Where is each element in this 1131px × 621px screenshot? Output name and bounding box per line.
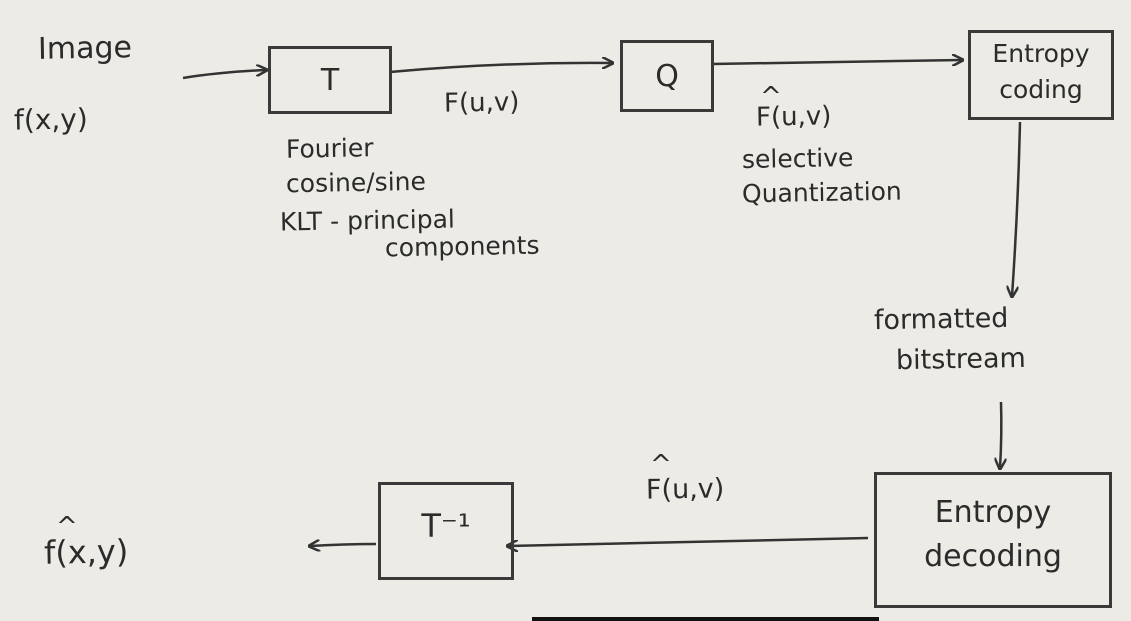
bitstream-label-line2: bitstream	[895, 342, 1027, 377]
bitstream-label-line1: formatted	[873, 302, 1009, 337]
quantizer-note-selective: selective	[741, 143, 854, 174]
quantizer-output-label: F(u,v)	[755, 101, 832, 133]
arrow-decoding-to-inverse	[508, 536, 869, 546]
quantizer-box: Q	[620, 40, 714, 112]
entropy-decoding-line1: Entropy	[934, 495, 1052, 530]
decoder-input-label: F(u,v)	[645, 473, 725, 506]
entropy-decoding-box: Entropy decoding	[874, 472, 1112, 608]
bottom-edge-bar	[532, 617, 879, 621]
arrow-coding-to-bitstream	[1012, 121, 1022, 296]
decoder-input-hat: ^	[650, 450, 672, 480]
input-signal-label: f(x,y)	[13, 102, 89, 137]
transform-note-components: components	[384, 230, 540, 263]
arrow-input-to-transform	[182, 70, 266, 80]
arrow-bitstream-to-decoding	[1000, 401, 1001, 468]
arrow-transform-to-quantizer	[389, 63, 612, 74]
transform-output-label: F(u,v)	[443, 87, 520, 119]
transform-note-fourier: Fourier	[285, 133, 374, 164]
transform-note-cosine-sine: cosine/sine	[285, 166, 427, 199]
entropy-coding-line1: Entropy	[992, 39, 1090, 68]
entropy-coding-line2: coding	[999, 75, 1083, 104]
entropy-coding-box: Entropy coding	[968, 30, 1114, 120]
quantizer-note-quantization: Quantization	[741, 176, 903, 209]
entropy-decoding-line2: decoding	[924, 539, 1062, 574]
transform-box-label: T	[320, 63, 340, 98]
inverse-transform-box-label: T⁻¹	[421, 507, 471, 545]
transform-note-klt: KLT - principal	[279, 204, 456, 237]
inverse-transform-box: T⁻¹	[378, 482, 514, 580]
arrow-quantizer-to-entropy-coding	[711, 60, 962, 64]
input-image-label: Image	[37, 30, 133, 67]
arrow-inverse-to-output	[310, 544, 377, 546]
quantizer-output-hat: ^	[760, 82, 782, 112]
quantizer-box-label: Q	[655, 59, 679, 94]
transform-box: T	[268, 46, 392, 114]
output-signal-hat: ^	[56, 512, 78, 542]
output-signal-label: f(x,y)	[43, 532, 129, 572]
